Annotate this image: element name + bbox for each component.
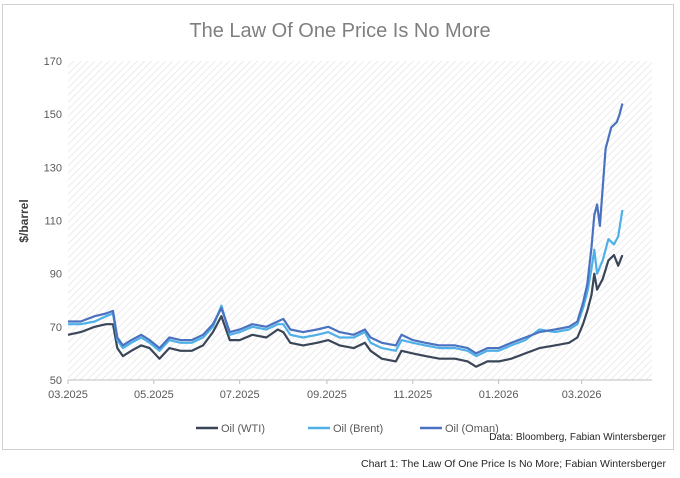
x-tick-label: 07.2025 [220,389,260,401]
legend-label: Oil (Oman) [445,423,499,435]
y-tick-label: 130 [44,162,62,174]
legend-label: Oil (Brent) [333,423,383,435]
x-tick-label: 11.2025 [393,389,432,401]
series-line-2 [68,209,624,358]
legend-label: Oil (WTI) [221,423,265,435]
x-axis: 03.2025 05.2025 07.2025 09.2025 11.2025 01.20… [48,380,602,401]
source-note: Data: Bloomberg, Fabian Wintersberger [489,432,666,443]
y-tick-label: 50 [50,375,62,387]
series-group [67,103,624,368]
x-tick-label: 05.2025 [134,389,174,401]
series-line-1 [67,254,624,368]
y-axis-label: $/barrel [17,199,31,242]
x-tick-label: 03.2025 [48,389,88,401]
y-tick-label: 110 [44,216,62,228]
y-tick-label: 170 [44,56,62,68]
plot-area [68,61,652,380]
x-tick-label: 03.2026 [562,389,602,401]
y-tick-label: 90 [50,269,62,281]
x-tick-label: 01.2026 [479,389,519,401]
series-line-3 [68,103,624,355]
x-tick-label: 09.2025 [307,389,347,401]
y-axis: 50 70 90 110 130 150 170 [44,56,62,387]
chart-title: The Law Of One Price Is No More [189,20,491,42]
y-tick-label: 150 [44,109,62,121]
y-tick-label: 70 [50,322,62,334]
legend: Oil (WTI) Oil (Brent) Oil (Oman) [196,423,499,435]
figure-caption: Chart 1: The Law Of One Price Is No More… [360,458,666,470]
